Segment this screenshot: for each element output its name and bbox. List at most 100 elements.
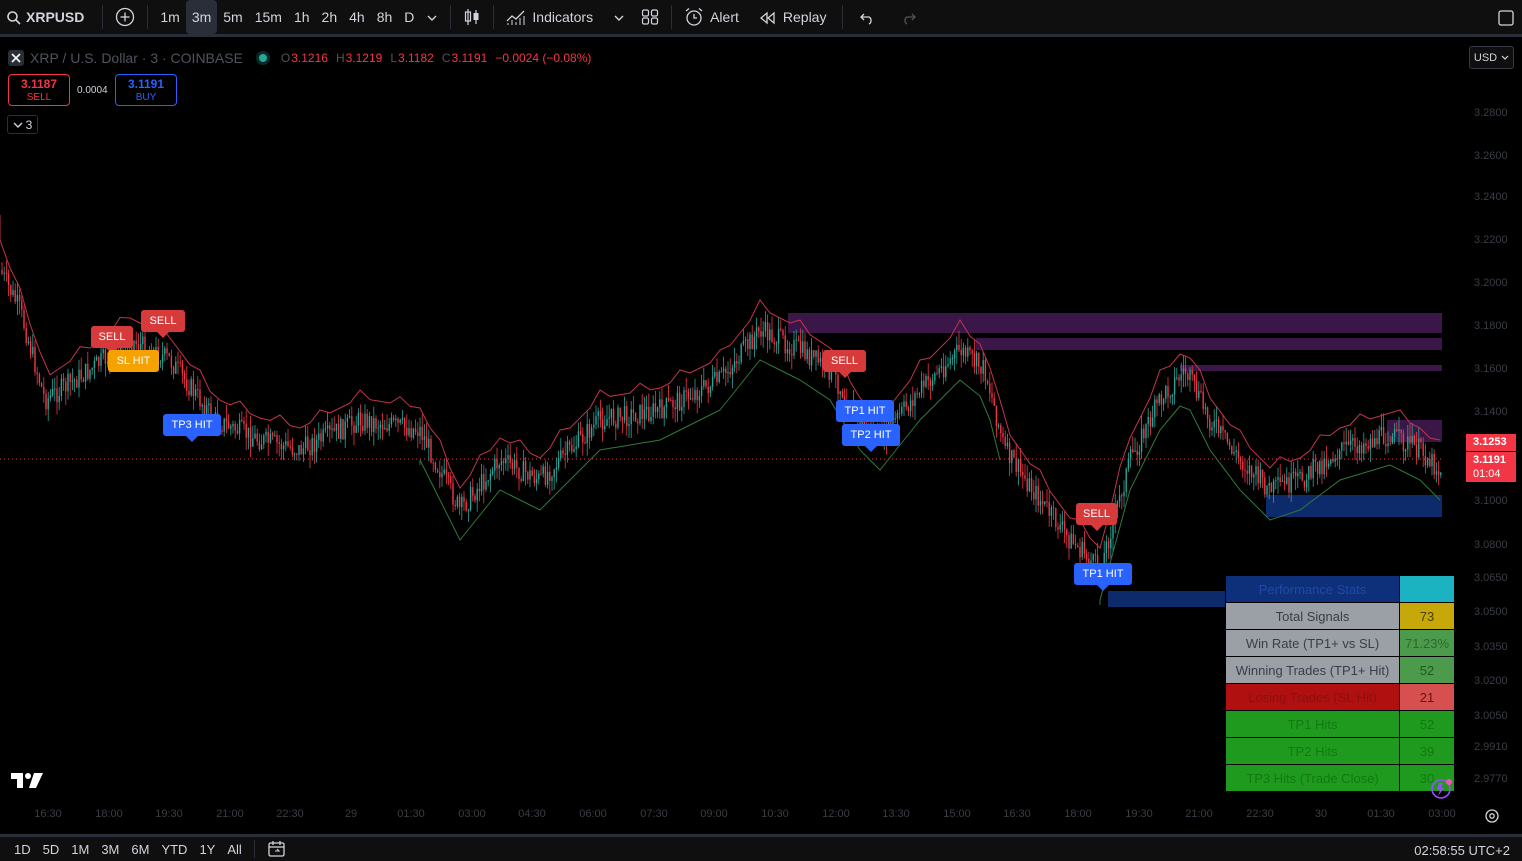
candle-body — [522, 461, 525, 482]
range-ytd[interactable]: YTD — [161, 841, 188, 857]
range-all[interactable]: All — [227, 841, 242, 857]
symbol-search[interactable]: XRPUSD — [0, 2, 90, 32]
undo-button[interactable] — [853, 2, 881, 32]
interval-4h[interactable]: 4h — [349, 9, 365, 25]
chevron-down-icon — [13, 118, 23, 132]
divider — [253, 840, 255, 858]
settings-icon[interactable] — [1484, 808, 1500, 829]
candle-body — [76, 379, 78, 388]
clock-timezone[interactable]: 02:58:55 UTC+2 — [1414, 843, 1510, 858]
candle-body — [432, 462, 434, 464]
candle-body — [685, 390, 687, 392]
candle-body — [1000, 425, 1002, 433]
candle-body — [472, 487, 474, 496]
last-price-label: 3.1191 01:04 — [1466, 452, 1516, 482]
alert-button[interactable]: Alert — [678, 2, 745, 32]
candle-body — [843, 397, 846, 401]
range-3m[interactable]: 3M — [101, 841, 120, 857]
candle-body — [654, 403, 657, 412]
indicators-collapse-button[interactable]: 3 — [7, 115, 38, 134]
candle-body — [29, 341, 32, 355]
high-number: 3.1219 — [345, 51, 383, 65]
candle-body — [925, 376, 927, 387]
candle-body — [1294, 472, 1297, 477]
compare-button[interactable] — [109, 2, 141, 32]
interval-5m[interactable]: 5m — [223, 9, 243, 25]
interval-1h[interactable]: 1h — [293, 9, 310, 25]
price-tick: 2.9770 — [1474, 773, 1508, 785]
candle-body — [1118, 495, 1121, 502]
low-label: L — [390, 51, 398, 65]
candle-body — [1371, 438, 1374, 447]
candle-body — [1385, 444, 1387, 447]
candle-body — [491, 470, 494, 474]
table-cell: 39 — [1399, 737, 1455, 765]
redo-button[interactable] — [895, 2, 923, 32]
candle-body — [1332, 459, 1334, 462]
candle-body — [1365, 443, 1367, 447]
candle-body — [799, 340, 802, 353]
candle-body — [753, 336, 756, 350]
candle-body — [1237, 450, 1240, 458]
candle-body — [21, 300, 23, 310]
range-1y[interactable]: 1Y — [199, 841, 216, 857]
price-tick: 3.1800 — [1474, 320, 1508, 332]
candle-body — [597, 411, 599, 417]
goto-date-icon[interactable] — [267, 840, 287, 858]
interval-3m[interactable]: 3m — [185, 0, 218, 34]
candles-icon — [463, 7, 481, 27]
candle-body — [1019, 459, 1022, 472]
range-1d[interactable]: 1D — [14, 841, 31, 857]
price-tick: 3.2000 — [1474, 277, 1508, 289]
candle-body — [1387, 443, 1389, 447]
candle-body — [478, 488, 481, 492]
buy-button[interactable]: 3.1191 BUY — [115, 74, 177, 106]
interval-d[interactable]: D — [404, 9, 415, 25]
interval-15m[interactable]: 15m — [254, 9, 282, 25]
divider — [102, 5, 104, 29]
range-6m[interactable]: 6M — [131, 841, 150, 857]
currency-selector[interactable]: USD — [1469, 46, 1514, 69]
candle-body — [318, 433, 320, 440]
close-label: C — [441, 51, 451, 65]
chart-type-button[interactable] — [457, 2, 487, 32]
candle-body — [500, 460, 503, 466]
price-tick: 3.1000 — [1474, 495, 1508, 507]
interval-1m[interactable]: 1m — [160, 9, 180, 25]
interval-2h[interactable]: 2h — [321, 9, 338, 25]
candle-body — [659, 399, 661, 408]
table-row: TP3 Hits (Trade Close) 30 — [1224, 764, 1455, 792]
candle-body — [1327, 463, 1330, 467]
candle-body — [918, 393, 921, 395]
replay-button[interactable]: Replay — [753, 2, 833, 32]
candle-body — [329, 425, 331, 430]
candle-body — [601, 419, 604, 430]
candle-body — [909, 400, 912, 412]
fullscreen-button[interactable] — [1492, 2, 1520, 32]
range-1m[interactable]: 1M — [71, 841, 90, 857]
candle-body — [346, 417, 349, 422]
candle-body — [1050, 507, 1053, 516]
sell-button[interactable]: 3.1187 SELL — [8, 74, 70, 106]
candle-body — [797, 339, 800, 341]
indicators-button[interactable]: Indicators — [500, 2, 599, 32]
price-axis[interactable]: 3.2800 3.2600 3.2400 3.2200 3.2000 3.180… — [1462, 40, 1522, 803]
candle-body — [302, 448, 305, 455]
close-value: C3.1191 — [442, 51, 487, 65]
interval-8h[interactable]: 8h — [376, 9, 393, 25]
price-chart[interactable] — [0, 40, 1462, 807]
range-5d[interactable]: 5D — [42, 841, 60, 857]
candle-body — [714, 372, 716, 377]
interval-dropdown[interactable] — [420, 2, 444, 32]
candle-body — [1125, 468, 1127, 492]
sparkle-icon[interactable] — [1428, 777, 1454, 806]
candle-body — [914, 393, 916, 407]
indicators-dropdown[interactable] — [607, 2, 631, 32]
candle-body — [450, 476, 452, 484]
tradingview-logo-icon[interactable] — [10, 770, 44, 795]
candle-body — [1336, 458, 1339, 460]
layouts-button[interactable] — [635, 2, 665, 32]
close-icon[interactable] — [8, 50, 24, 66]
candle-body — [232, 423, 234, 427]
marker-price-label: 3.1253 — [1466, 434, 1516, 451]
